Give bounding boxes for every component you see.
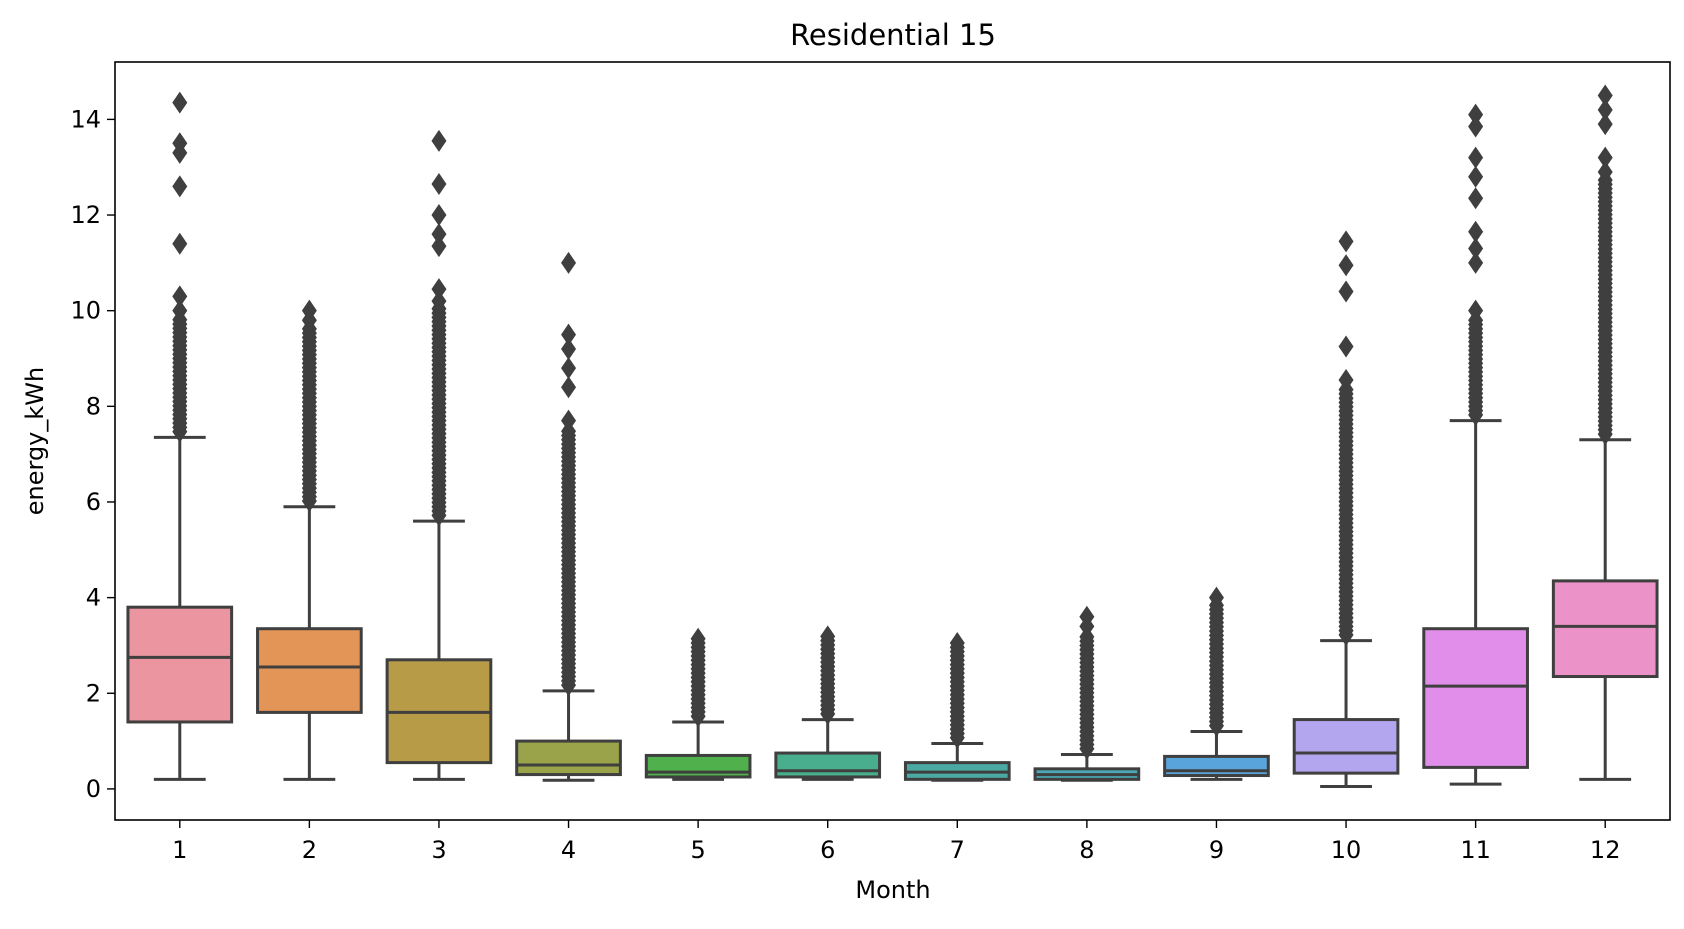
box-month-3 [385, 129, 493, 781]
x-tick-label: 7 [950, 836, 965, 864]
y-tick-label: 10 [70, 297, 101, 325]
outlier-point [561, 409, 577, 432]
outlier-point [1468, 237, 1484, 260]
outlier-point [431, 278, 447, 301]
outlier-point [1597, 84, 1613, 107]
outlier-point [561, 251, 577, 274]
y-tick-label: 6 [86, 488, 101, 516]
y-tick-label: 12 [70, 201, 101, 229]
y-tick-label: 2 [86, 679, 101, 707]
outlier-point [1338, 230, 1354, 253]
outlier-point [1597, 160, 1613, 183]
x-tick-label: 1 [172, 836, 187, 864]
x-tick-label: 10 [1331, 836, 1362, 864]
outlier-point [561, 337, 577, 360]
outlier-point [431, 172, 447, 195]
outlier-point [301, 309, 317, 332]
outlier-point [172, 141, 188, 164]
box-iqr [774, 751, 882, 779]
box-month-4 [515, 251, 622, 782]
y-axis: 0 2 4 6 8 10 12 14 [70, 105, 115, 803]
outlier-point [1468, 103, 1484, 126]
box-iqr [126, 605, 234, 724]
outlier-point [690, 627, 706, 650]
outlier-point [1338, 280, 1354, 303]
outlier-point [1338, 369, 1354, 392]
chart-title: Residential 15 [790, 18, 996, 52]
outlier-point [172, 285, 188, 308]
outlier-point [431, 290, 447, 313]
outlier-point [820, 625, 836, 648]
outlier-point [1468, 299, 1484, 322]
box-iqr [644, 753, 752, 779]
outlier-point [1468, 220, 1484, 243]
outlier-point [1468, 115, 1484, 138]
outlier-point [1597, 146, 1613, 169]
outlier-point [431, 235, 447, 258]
outlier-point [172, 299, 188, 322]
box-month-12 [1551, 84, 1659, 781]
outlier-point [1468, 251, 1484, 274]
box-plot-series [126, 84, 1659, 789]
outlier-point [1597, 98, 1613, 121]
x-axis: 1 2 3 4 5 6 7 8 9 10 11 12 [172, 820, 1620, 864]
box-iqr [1422, 627, 1529, 769]
outlier-point [431, 204, 447, 227]
outlier-point [172, 175, 188, 198]
y-tick-label: 4 [86, 584, 101, 612]
x-tick-label: 2 [302, 836, 317, 864]
outlier-point [431, 223, 447, 246]
box-month-9 [1163, 586, 1270, 781]
box-iqr [256, 627, 363, 714]
outlier-point [172, 232, 188, 255]
box-month-6 [774, 625, 882, 781]
outlier-point [172, 91, 188, 114]
box-month-5 [644, 627, 752, 781]
box-month-1 [126, 91, 234, 781]
outlier-point [1208, 586, 1224, 609]
x-tick-label: 8 [1079, 836, 1094, 864]
x-tick-label: 12 [1590, 836, 1621, 864]
outlier-point [1468, 187, 1484, 210]
x-tick-label: 4 [561, 836, 576, 864]
outlier-point [561, 323, 577, 346]
y-tick-label: 14 [70, 105, 101, 133]
outlier-point [1338, 254, 1354, 277]
outlier-point [1079, 615, 1095, 638]
y-tick-label: 8 [86, 392, 101, 420]
box-month-10 [1292, 230, 1400, 789]
outlier-point [561, 376, 577, 399]
x-axis-label: Month [855, 876, 930, 904]
outlier-point [1338, 335, 1354, 358]
y-tick-label: 0 [86, 775, 101, 803]
x-tick-label: 3 [431, 836, 446, 864]
x-tick-label: 6 [820, 836, 835, 864]
box-iqr [1163, 754, 1270, 778]
box-month-7 [903, 632, 1011, 782]
y-axis-label: energy_kWh [21, 367, 49, 515]
x-tick-label: 5 [690, 836, 705, 864]
outlier-point [431, 129, 447, 152]
box-iqr [1292, 718, 1400, 775]
plot-frame [114, 61, 1671, 821]
box-month-11 [1422, 103, 1529, 786]
outlier-point [949, 632, 965, 655]
outlier-point [1597, 113, 1613, 136]
outlier-point [1468, 146, 1484, 169]
box-iqr [515, 739, 622, 777]
x-tick-label: 11 [1460, 836, 1491, 864]
x-tick-label: 9 [1209, 836, 1224, 864]
box-iqr [1551, 579, 1659, 679]
box-month-8 [1033, 605, 1141, 782]
outlier-point [561, 357, 577, 380]
outlier-point [1468, 165, 1484, 188]
box-month-2 [256, 299, 363, 781]
